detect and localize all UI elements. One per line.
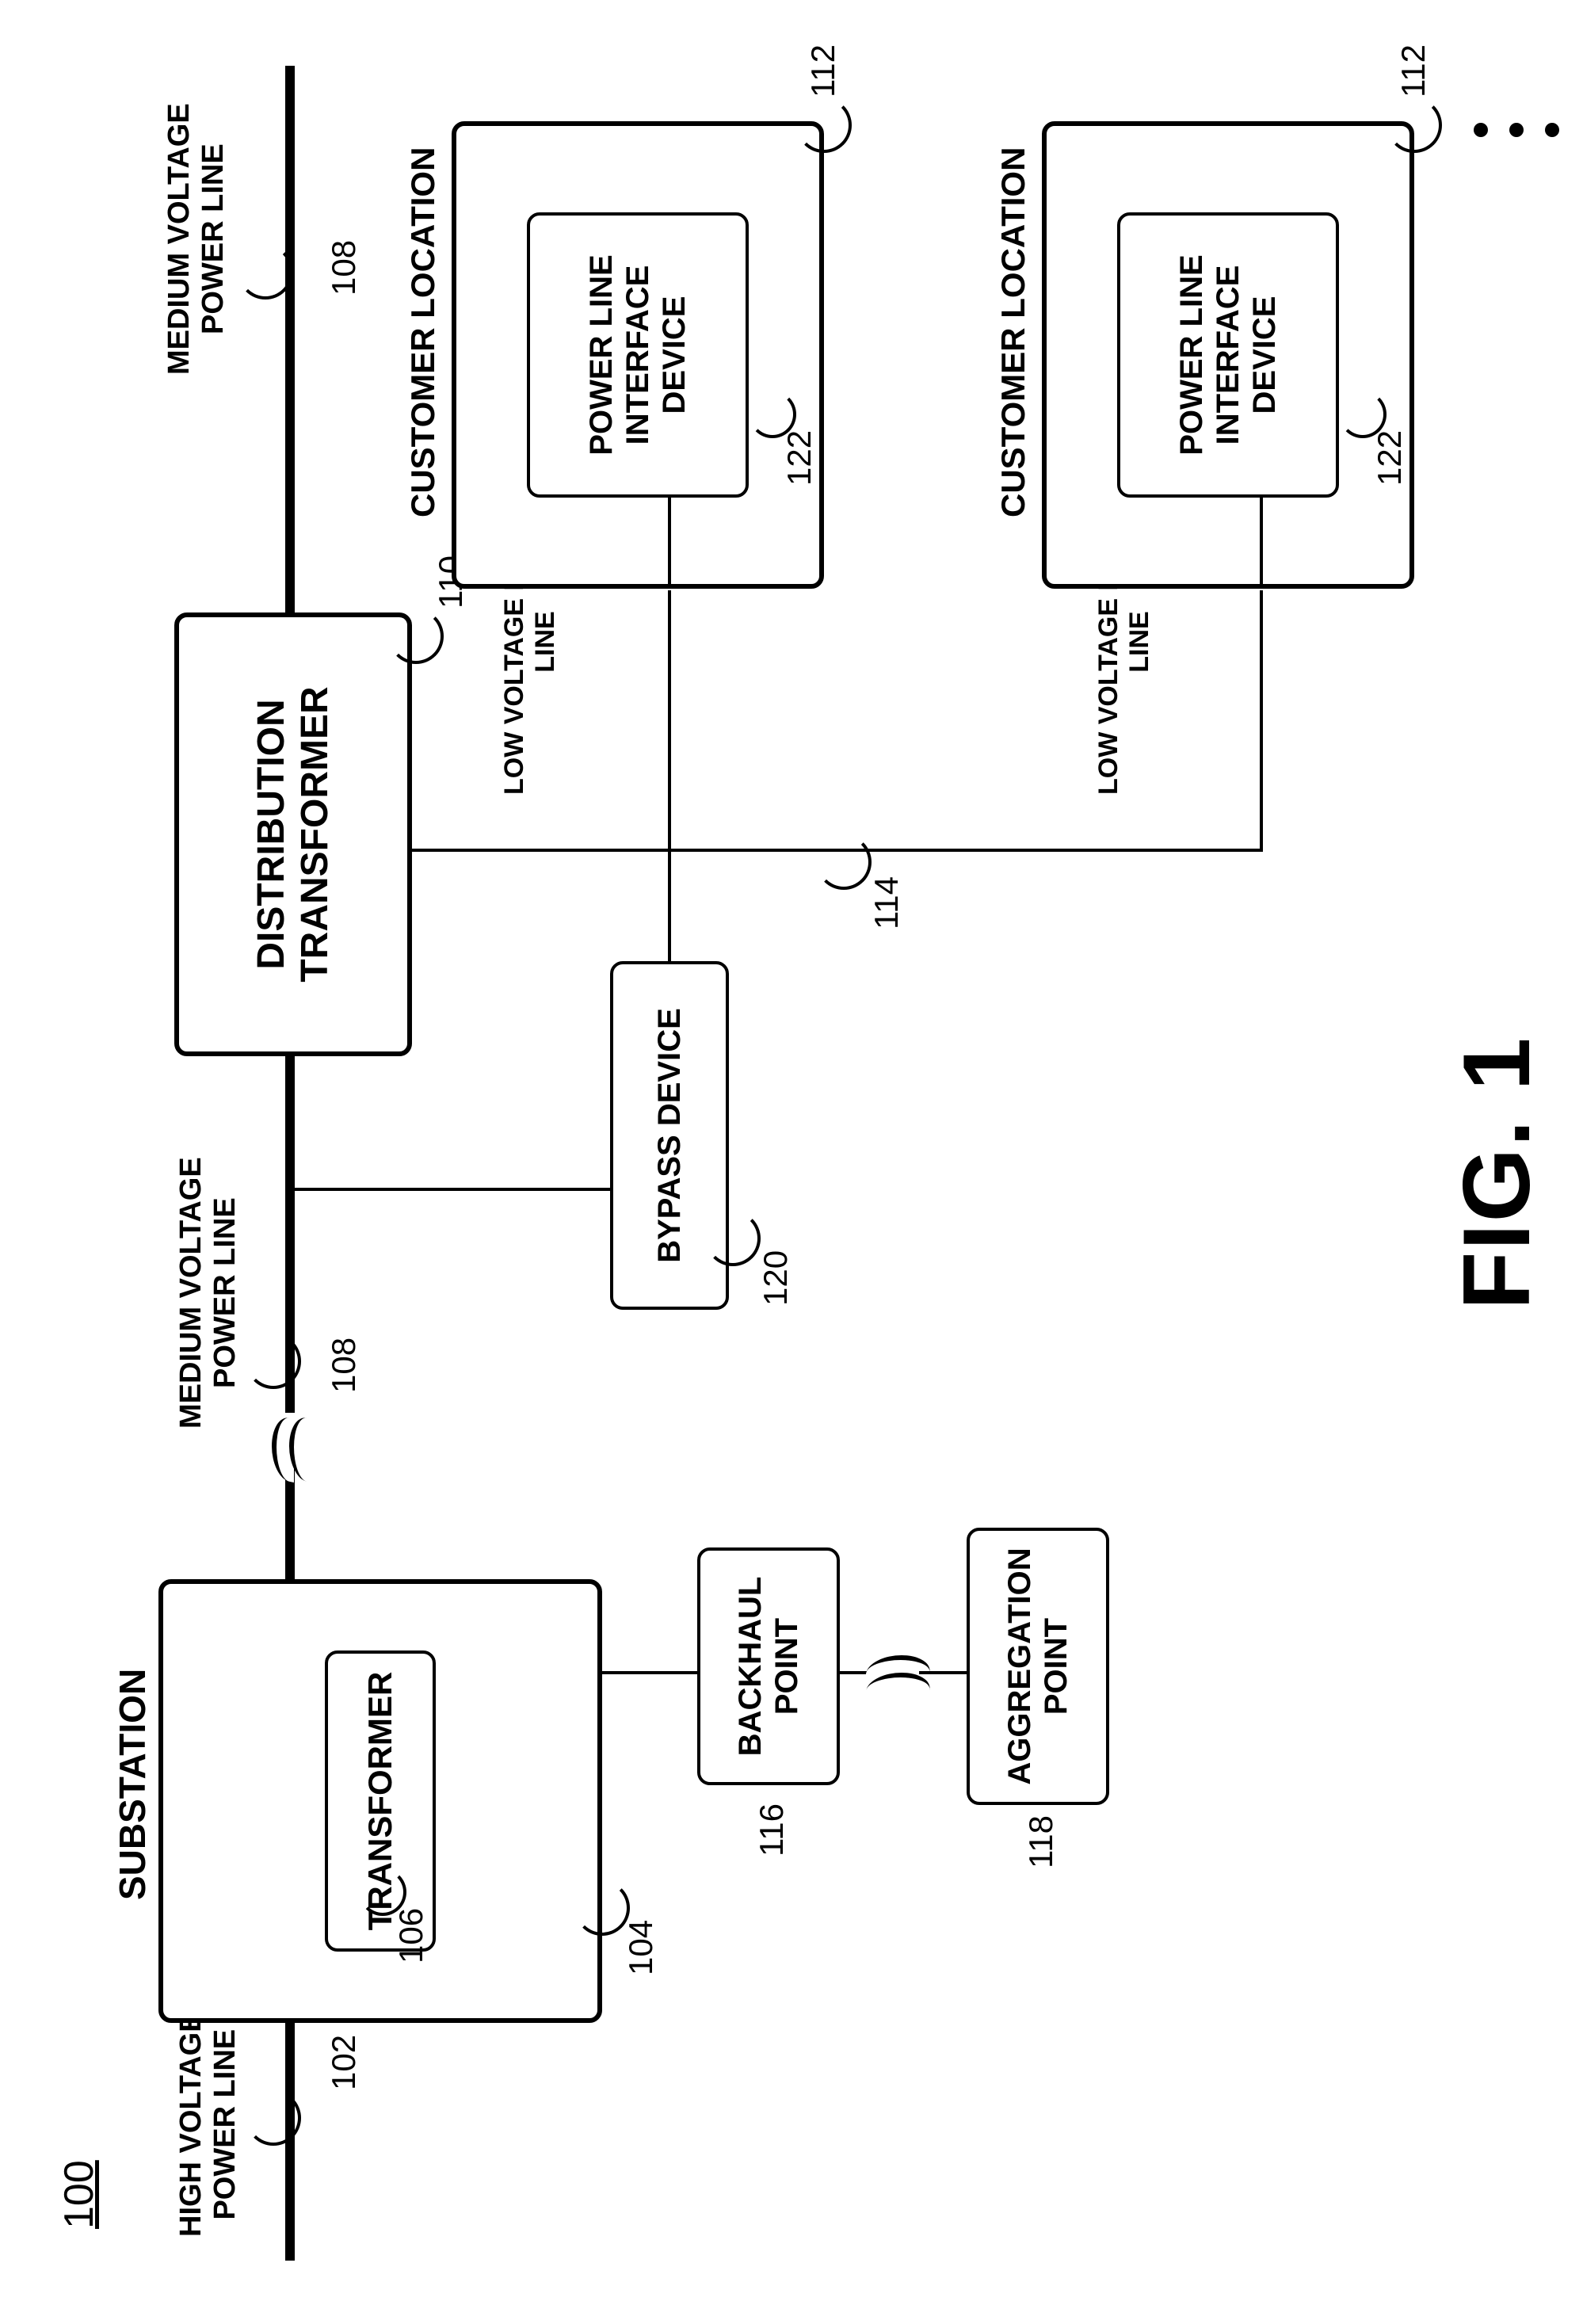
aggregation-ref: 118 — [1022, 1815, 1060, 1868]
mv-line-label-right: MEDIUM VOLTAGE POWER LINE — [162, 103, 231, 375]
mv-line-break-icon — [265, 1417, 313, 1480]
distribution-label: DISTRIBUTION TRANSFORMER — [250, 686, 337, 982]
plid2-label: POWER LINE INTERFACE DEVICE — [1173, 254, 1283, 455]
hv-line-label: HIGH VOLTAGE POWER LINE — [174, 2012, 242, 2237]
customer1-ref-leader-icon — [796, 97, 852, 153]
mv-to-bypass-line — [295, 1188, 612, 1191]
customer1-title: CUSTOMER LOCATION — [404, 147, 442, 517]
substation-title: SUBSTATION — [111, 1669, 154, 1900]
mv-line-seg3 — [285, 66, 295, 612]
customer2-ref: 112 — [1394, 44, 1432, 97]
lv-ref-leader-icon — [816, 834, 872, 890]
mv-leader-left-icon — [246, 1334, 301, 1389]
distribution-box: DISTRIBUTION TRANSFORMER — [174, 612, 412, 1056]
backhaul-ref: 116 — [753, 1803, 791, 1857]
bypass-label: BYPASS DEVICE — [651, 1008, 688, 1263]
backhaul-label: BACKHAUL POINT — [732, 1577, 805, 1757]
mv-line-ref-left: 108 — [325, 1338, 363, 1393]
bypass-ref: 120 — [757, 1250, 795, 1306]
lv-to-customer2-line — [1260, 590, 1263, 852]
customer2-ref-leader-icon — [1387, 97, 1442, 153]
mv-line-label-left: MEDIUM VOLTAGE POWER LINE — [174, 1157, 242, 1429]
figure-ref: 100 — [55, 2160, 103, 2229]
diagram-canvas: 100 HIGH VOLTAGE POWER LINE 102 MEDIUM V… — [0, 741, 1583, 2324]
substation-to-backhaul-line — [602, 1671, 697, 1674]
aggregation-box: AGGREGATION POINT — [967, 1528, 1109, 1805]
aggregation-label: AGGREGATION POINT — [1001, 1547, 1074, 1784]
customer2-title: CUSTOMER LOCATION — [994, 147, 1032, 517]
mv-line-seg1 — [285, 1468, 295, 1579]
plid2-box: POWER LINE INTERFACE DEVICE — [1117, 212, 1339, 498]
plid2-ref: 122 — [1371, 430, 1409, 486]
lv-to-customer1-line — [668, 590, 671, 852]
customer1-ref: 112 — [804, 44, 842, 97]
backhaul-box: BACKHAUL POINT — [697, 1547, 840, 1785]
distribution-ref-leader-icon — [388, 609, 444, 664]
figure-title: FIG. 1 — [1442, 1036, 1551, 1310]
customer1-internal-line — [668, 498, 671, 589]
customer1-box: POWER LINE INTERFACE DEVICE — [452, 121, 824, 589]
ellipsis-dot-icon — [1474, 123, 1488, 137]
plid1-label: POWER LINE INTERFACE DEVICE — [583, 254, 692, 455]
substation-box: TRANSFORMER — [158, 1579, 602, 2023]
plid1-box: POWER LINE INTERFACE DEVICE — [527, 212, 749, 498]
mv-leader-right-icon — [238, 244, 293, 300]
customer2-box: POWER LINE INTERFACE DEVICE — [1042, 121, 1414, 589]
substation-ref: 104 — [622, 1920, 660, 1975]
ellipsis-dot-icon — [1545, 123, 1559, 137]
transformer-ref: 106 — [392, 1908, 430, 1963]
plid1-ref: 122 — [780, 430, 818, 486]
bypass-box: BYPASS DEVICE — [610, 961, 729, 1310]
backhaul-to-agg-line-bot — [919, 1671, 967, 1674]
ellipsis-dot-icon — [1509, 123, 1524, 137]
bypass-ref-leader-icon — [705, 1211, 761, 1266]
mv-line-ref-right: 108 — [325, 240, 363, 296]
customer2-internal-line — [1260, 498, 1263, 589]
bypass-to-lvbus-line — [668, 850, 671, 961]
hv-line-ref: 102 — [325, 2035, 363, 2090]
hv-leader-icon — [246, 2090, 301, 2146]
lv-bus-ref: 114 — [868, 876, 906, 929]
